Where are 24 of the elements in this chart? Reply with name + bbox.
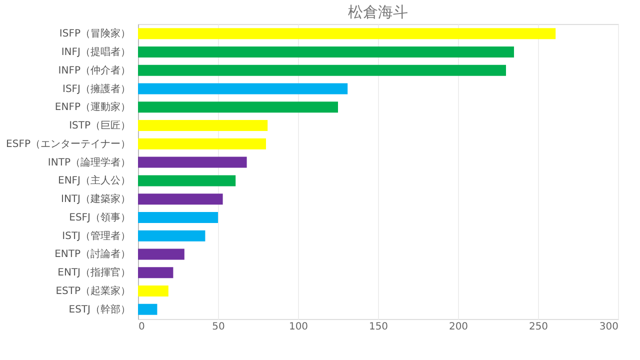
x-tick-label: 150 [368, 322, 388, 332]
y-tick-label: INFP（仲介者） [58, 64, 130, 76]
y-tick-label: ESFJ（領事） [69, 211, 130, 224]
x-tick-label: 300 [599, 322, 618, 332]
y-tick-label: INTJ（建築家） [61, 193, 130, 206]
y-tick-label: INTP（論理学者） [48, 156, 130, 168]
y-tick-label: ENFP（運動家） [54, 101, 130, 114]
y-tick-label: ESFP（エンターテイナー） [6, 138, 130, 150]
y-tick-label: ENFJ（主人公） [58, 174, 130, 187]
y-tick-label: ENTP（討論者） [54, 248, 130, 260]
x-tick-label: 200 [448, 322, 468, 332]
chart-title: 松倉海斗 [348, 3, 408, 21]
x-tick-label: 0 [138, 322, 145, 332]
y-tick-label: ISTJ（管理者） [62, 230, 130, 242]
y-tick-label: ESTP（起業家） [56, 284, 130, 297]
x-tick-label: 100 [288, 322, 308, 332]
x-tick-label: 250 [528, 322, 548, 332]
y-tick-label: INFJ（提唱者） [61, 46, 130, 58]
x-tick-label: 50 [212, 322, 225, 332]
y-tick-label: ISTP（巨匠） [69, 120, 130, 132]
y-tick-label: ENTJ（指揮官） [58, 266, 130, 279]
y-tick-label: ISFJ（擁護者） [62, 82, 130, 95]
y-tick-label: ISFP（冒険家） [59, 28, 130, 40]
y-tick-label: ESTJ（幹部） [68, 303, 130, 316]
